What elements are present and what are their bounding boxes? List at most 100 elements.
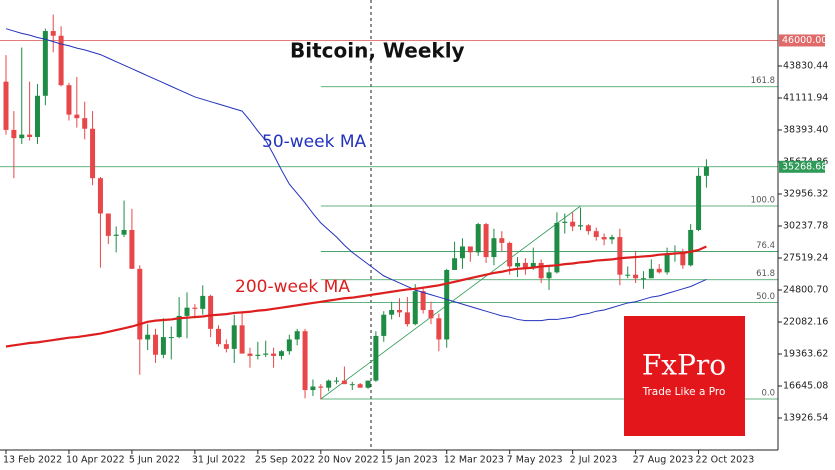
y-tick-label: 22082.16 xyxy=(783,316,828,327)
candle-body xyxy=(326,380,332,388)
fib-label: 50.0 xyxy=(756,292,775,302)
candle-body xyxy=(467,246,473,253)
candle-body xyxy=(137,268,143,340)
candle-body xyxy=(522,262,528,268)
candle-body xyxy=(58,35,64,86)
x-tick-label: 15 Jan 2023 xyxy=(381,455,438,466)
candle-body xyxy=(397,310,402,313)
candle-body xyxy=(688,229,694,266)
candle-body xyxy=(34,95,40,137)
candle-body xyxy=(97,178,103,214)
fib-label: 100.0 xyxy=(751,195,775,205)
candle-body xyxy=(381,314,387,336)
logo-brand: FxPro xyxy=(642,349,726,382)
candle-body xyxy=(176,315,182,338)
fib-label: 161.8 xyxy=(751,76,775,86)
candle-body xyxy=(436,318,442,340)
candle-body xyxy=(444,269,450,340)
candle-body xyxy=(578,225,584,227)
x-tick-label: 10 Apr 2022 xyxy=(66,455,125,466)
candle-body xyxy=(389,310,395,315)
candle-body xyxy=(349,384,355,386)
logo-tagline: Trade Like a Pro xyxy=(642,386,726,398)
x-tick-label: 22 Oct 2023 xyxy=(696,455,755,466)
candle-body xyxy=(129,229,135,269)
candle-body xyxy=(153,334,159,355)
y-tick-label: 27519.24 xyxy=(783,252,828,263)
candle-body xyxy=(294,331,300,340)
chart-title: Bitcoin, Weekly xyxy=(290,39,465,63)
candle-body xyxy=(82,118,88,129)
candle-body xyxy=(404,312,410,325)
candle-body xyxy=(200,295,206,309)
price-label: 46000.00 xyxy=(782,35,827,46)
y-tick-label: 41111.94 xyxy=(783,92,828,103)
candle-body xyxy=(278,351,284,356)
candle-body xyxy=(255,354,261,356)
candle-body xyxy=(42,31,48,96)
candle-body xyxy=(593,231,599,238)
candle-body xyxy=(648,268,654,279)
candle-body xyxy=(365,380,371,388)
candle-body xyxy=(459,246,465,259)
ma-label: 50-week MA xyxy=(262,132,367,152)
candle-body xyxy=(263,353,269,355)
candle-body xyxy=(640,278,646,280)
x-tick-label: 2 Jul 2023 xyxy=(570,455,618,466)
price-label-box xyxy=(779,160,825,173)
candle-body xyxy=(585,225,591,232)
y-tick-label: 16645.08 xyxy=(783,380,828,391)
fib-trend xyxy=(320,205,581,400)
candle-body xyxy=(302,331,308,391)
logo-box xyxy=(624,316,745,436)
y-tick-label: 38393.40 xyxy=(783,124,828,135)
candle-body xyxy=(192,307,198,309)
candle-body xyxy=(601,237,607,240)
candle-body xyxy=(507,242,513,267)
y-tick-label: 30237.78 xyxy=(783,220,828,231)
candle-body xyxy=(160,337,166,355)
candle-body xyxy=(310,386,316,391)
candle-body xyxy=(491,238,497,258)
x-tick-label: 27 Aug 2023 xyxy=(633,455,694,466)
candle-body xyxy=(412,291,418,325)
candle-body xyxy=(74,114,80,119)
candle-body xyxy=(223,344,229,349)
candle-body xyxy=(215,328,221,345)
y-tick-label: 13926.54 xyxy=(783,412,828,423)
candle-body xyxy=(286,339,292,352)
y-tick-label: 24800.70 xyxy=(783,284,828,295)
candle-body xyxy=(554,222,560,273)
candle-body xyxy=(475,224,481,253)
candle-body xyxy=(680,253,686,266)
candle-body xyxy=(168,337,174,339)
candle-body xyxy=(231,325,237,349)
candle-body xyxy=(105,213,111,236)
candle-body xyxy=(428,310,434,319)
candle-body xyxy=(334,380,340,382)
candle-body xyxy=(625,274,631,276)
x-tick-label: 20 Nov 2022 xyxy=(318,455,379,466)
moving-average xyxy=(5,245,707,348)
x-tick-label: 31 Jul 2022 xyxy=(192,455,246,466)
candle-body xyxy=(499,238,505,243)
candle-body xyxy=(271,353,277,356)
candle-body xyxy=(703,166,709,176)
candle-body xyxy=(113,234,119,236)
candle-body xyxy=(318,386,324,388)
x-tick-label: 25 Sep 2022 xyxy=(255,455,315,466)
candle-body xyxy=(617,237,623,275)
candle-body xyxy=(452,258,458,270)
moving-average xyxy=(5,28,707,322)
candle-body xyxy=(515,262,521,267)
x-tick-label: 13 Feb 2022 xyxy=(3,455,62,466)
fib-label: 61.8 xyxy=(756,269,775,279)
candle-body xyxy=(373,335,379,381)
candle-body xyxy=(341,380,347,385)
candle-body xyxy=(609,237,615,240)
x-tick-label: 12 Mar 2023 xyxy=(444,455,504,466)
candle-body xyxy=(247,353,253,356)
price-label-box xyxy=(779,34,825,47)
candle-body xyxy=(239,325,245,354)
logo: FxPro Trade Like a Pro xyxy=(624,316,745,436)
